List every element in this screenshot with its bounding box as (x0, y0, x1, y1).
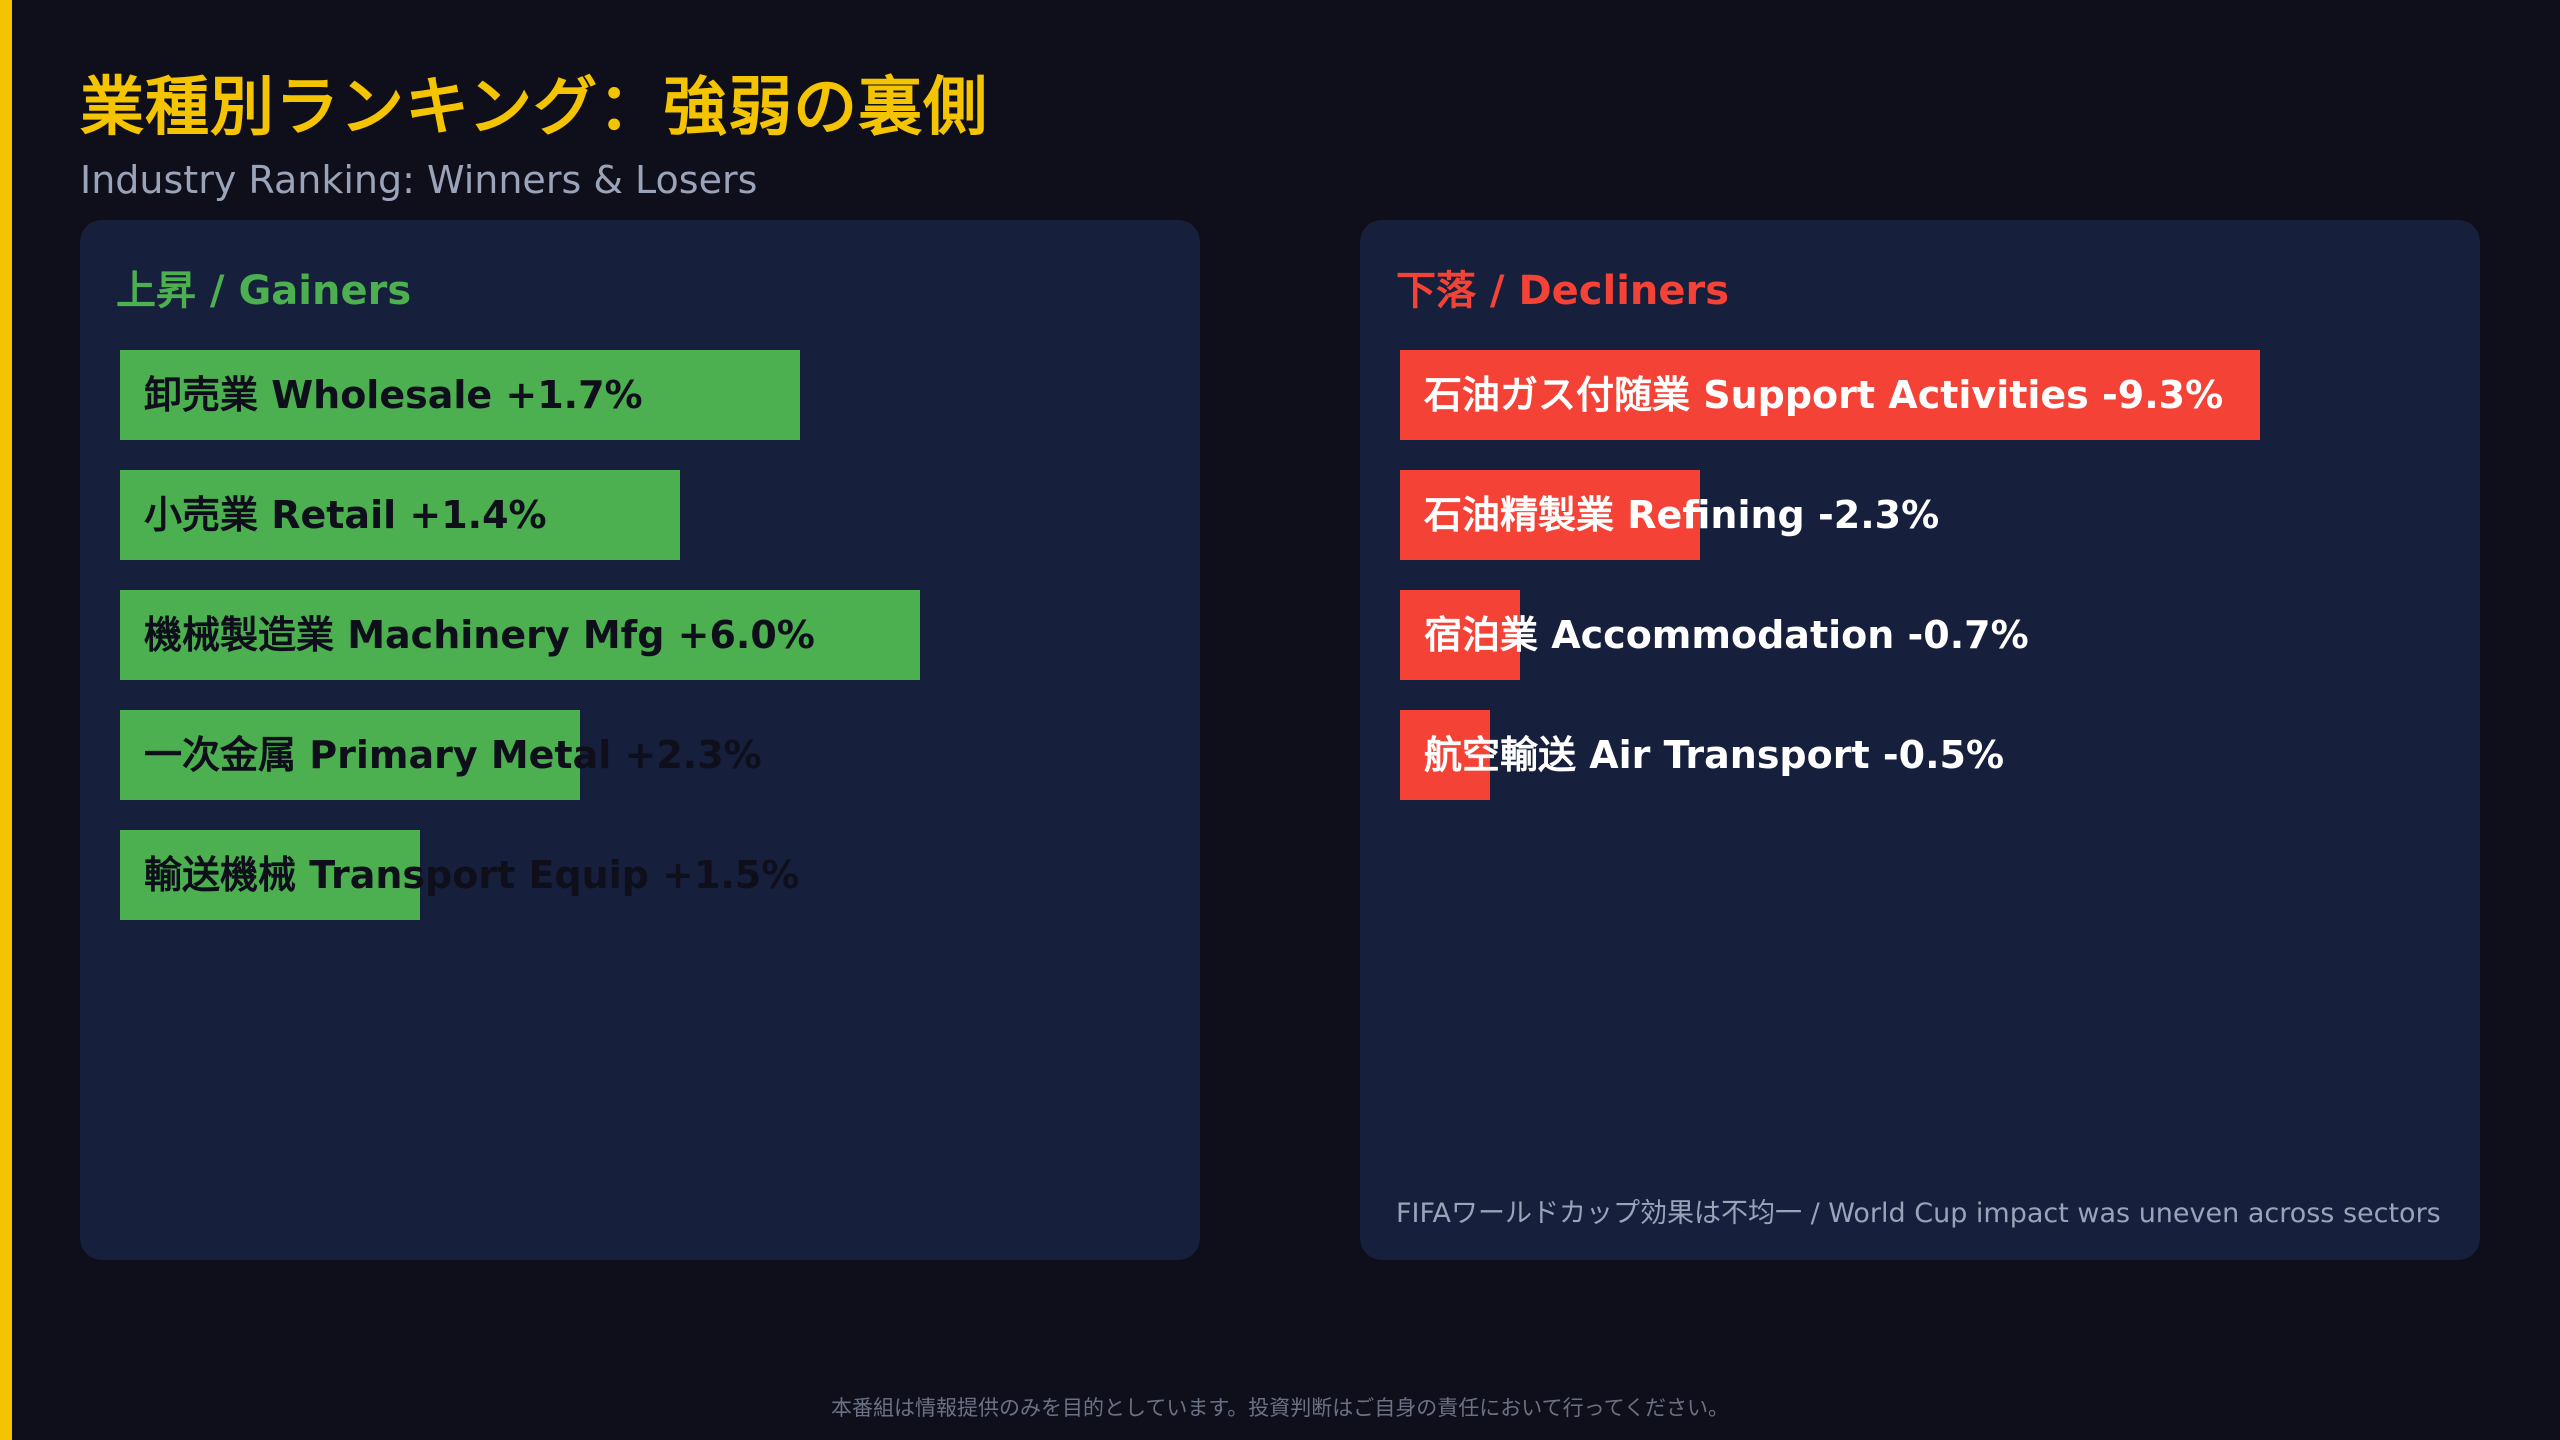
decliner-bar-label: 石油ガス付随業 Support Activities -9.3% (1424, 373, 2224, 417)
gainer-bar-row: 小売業 Retail +1.4% (120, 470, 1160, 560)
gainer-bar-label: 卸売業 Wholesale +1.7% (144, 373, 643, 417)
gainer-bar (120, 590, 920, 680)
page-title: 業種別ランキング：強弱の裏側 (80, 71, 989, 145)
gainers-heading: 上昇 / Gainers (116, 268, 412, 314)
decliner-bar-label: 石油精製業 Refining -2.3% (1424, 493, 1940, 537)
gainer-bar-label: 輸送機械 Transport Equip +1.5% (144, 853, 800, 897)
gainers-panel: 上昇 / Gainers 卸売業 Wholesale +1.7% 小売業 Reta… (80, 220, 1200, 1260)
gainer-bar-row: 一次金属 Primary Metal +2.3% (120, 710, 1160, 800)
decliners-heading: 下落 / Decliners (1396, 268, 1730, 314)
gainer-bar (120, 350, 800, 440)
gainer-bar (120, 830, 420, 920)
decliner-bar (1400, 710, 1490, 800)
decliner-bar-row: 石油精製業 Refining -2.3% (1400, 470, 2440, 560)
decliner-bar-label: 宿泊業 Accommodation -0.7% (1424, 613, 2029, 657)
gainer-bar (120, 710, 580, 800)
decliner-bar-label: 航空輸送 Air Transport -0.5% (1424, 733, 2005, 777)
decliner-bar-row: 石油ガス付随業 Support Activities -9.3% (1400, 350, 2440, 440)
decliner-bar (1400, 470, 1700, 560)
gainer-bar-label: 機械製造業 Machinery Mfg +6.0% (144, 613, 815, 657)
gainer-bar-row: 卸売業 Wholesale +1.7% (120, 350, 1160, 440)
gainer-bar-row: 機械製造業 Machinery Mfg +6.0% (120, 590, 1160, 680)
decliner-bar-row: 航空輸送 Air Transport -0.5% (1400, 710, 2440, 800)
disclaimer: 本番組は情報提供のみを目的としています。投資判断はご自身の責任において行ってくだ… (831, 1396, 1729, 1420)
gainer-bar (120, 470, 680, 560)
gainer-bar-row: 輸送機械 Transport Equip +1.5% (120, 830, 1160, 920)
gainer-bar-label: 小売業 Retail +1.4% (144, 493, 547, 537)
decliner-bar (1400, 350, 2260, 440)
world-cup-note: FIFAワールドカップ効果は不均一 / World Cup impact was… (1396, 1198, 2441, 1229)
decliner-bar-row: 宿泊業 Accommodation -0.7% (1400, 590, 2440, 680)
accent-bar (0, 0, 12, 1440)
decliner-bar (1400, 590, 1520, 680)
decliners-panel: 下落 / Decliners 石油ガス付随業 Support Activitie… (1360, 220, 2480, 1260)
gainer-bar-label: 一次金属 Primary Metal +2.3% (144, 733, 762, 777)
page-subtitle: Industry Ranking: Winners & Losers (80, 158, 758, 202)
